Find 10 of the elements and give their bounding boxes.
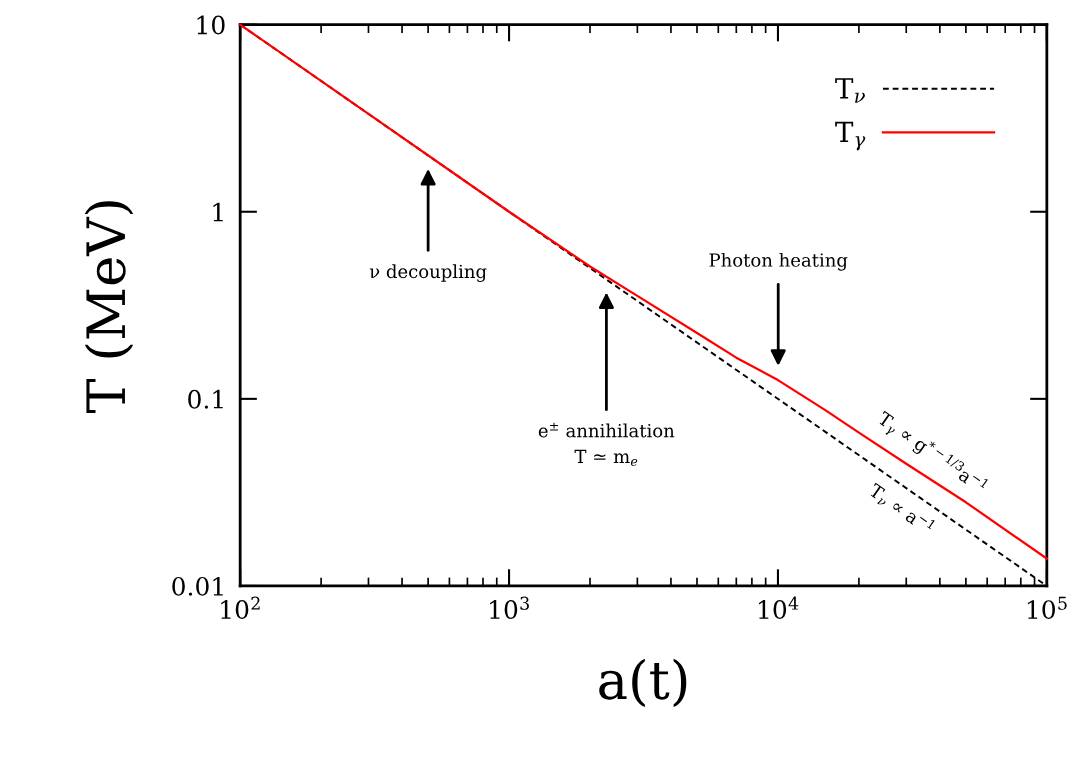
x-tick-label: 10$^{4}$ — [759, 596, 799, 620]
y-tick-label: 1 — [213, 202, 223, 222]
x-tick-label: 10$^{3}$ — [490, 596, 529, 620]
x-tick-label: 10$^{2}$ — [221, 596, 260, 620]
x-axis-title: a(t) — [599, 658, 687, 708]
x-tick-label: 10$^{5}$ — [1027, 596, 1067, 620]
y-tick-label: 10 — [197, 15, 225, 35]
y-tick-label: 0.1 — [188, 389, 223, 409]
y-tick-label: 0.01 — [172, 576, 223, 596]
y-axis-title: T (MeV) — [84, 201, 134, 414]
